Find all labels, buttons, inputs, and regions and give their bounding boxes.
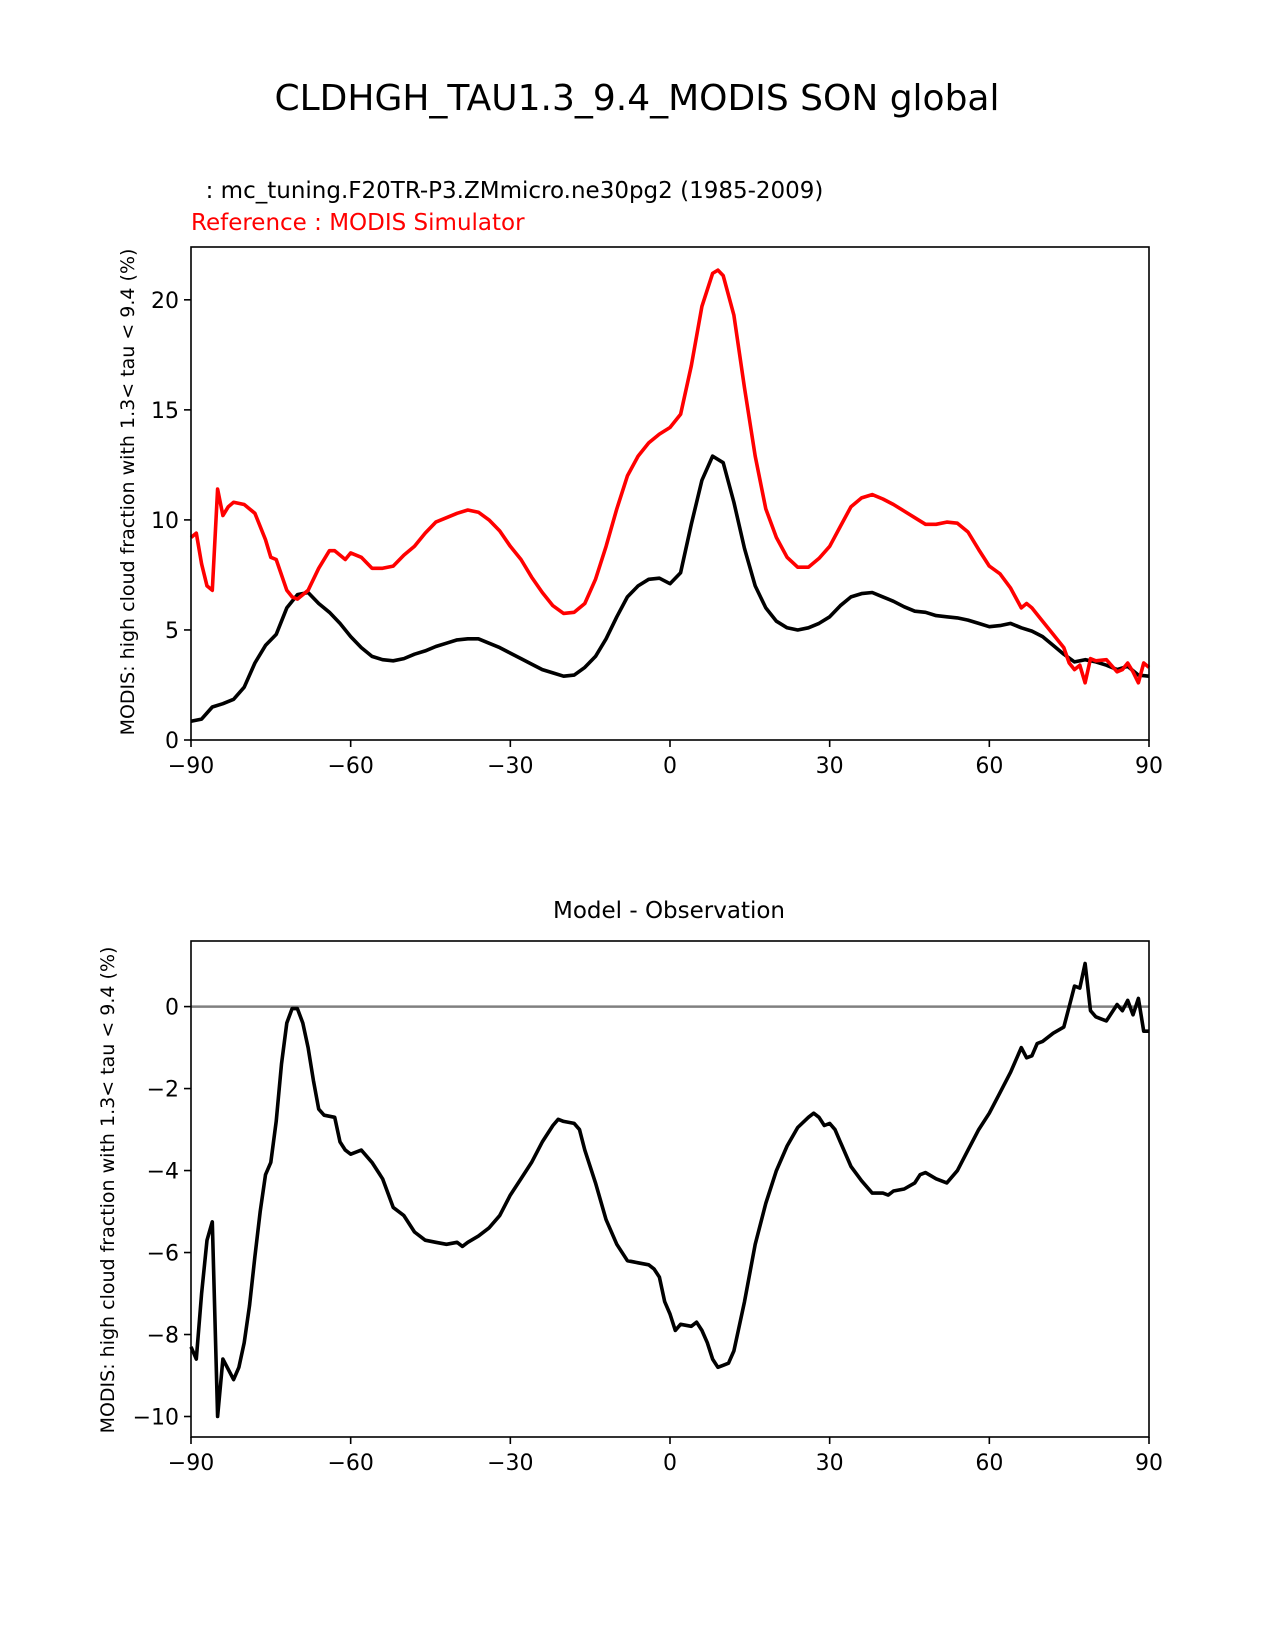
bottom-series-difference — [189, 961, 1149, 1419]
bottom-y-tick-label: −2 — [147, 1078, 179, 1103]
top-y-tick-label: 15 — [151, 399, 179, 424]
top-x-tick-label: −30 — [487, 754, 533, 779]
test-label: : mc_tuning.F20TR-P3.ZMmicro.ne30pg2 (19… — [191, 178, 823, 204]
bottom-y-tick-label: −6 — [147, 1242, 179, 1267]
bottom-x-tick-label: −30 — [487, 1451, 533, 1476]
top-y-tick-label: 20 — [151, 289, 179, 314]
top-series-test — [190, 454, 1150, 724]
figure-title: CLDHGH_TAU1.3_9.4_MODIS SON global — [274, 78, 999, 119]
top-series-reference — [189, 268, 1151, 685]
bottom-y-axis-label: MODIS: high cloud fraction with 1.3< tau… — [97, 947, 119, 1434]
top-y-tick-label: 0 — [165, 729, 179, 754]
top-panel: −90 −60 −30 0 30 60 90 0 5 10 15 20 — [151, 246, 1163, 779]
bottom-x-tick-label: −60 — [327, 1451, 373, 1476]
top-x-tick-label: −60 — [327, 754, 373, 779]
top-x-tick-label: −90 — [168, 754, 214, 779]
bottom-y-tick-label: −4 — [147, 1160, 179, 1185]
bottom-x-tick-label: 90 — [1135, 1451, 1163, 1476]
bottom-panel-title: Model - Observation — [553, 898, 785, 924]
bottom-x-tick-label: 60 — [975, 1451, 1003, 1476]
bottom-y-tick-label: −8 — [147, 1324, 179, 1349]
top-x-tick-label: 0 — [663, 754, 677, 779]
bottom-y-tick-label: −10 — [133, 1406, 179, 1431]
top-y-tick-label: 5 — [165, 619, 179, 644]
top-x-tick-label: 90 — [1135, 754, 1163, 779]
bottom-x-tick-label: 0 — [663, 1451, 677, 1476]
bottom-panel: −90 −60 −30 0 30 60 90 −10 −8 −6 −4 −2 0 — [133, 940, 1163, 1476]
bottom-x-tick-label: 30 — [816, 1451, 844, 1476]
reference-label: Reference : MODIS Simulator — [191, 210, 525, 236]
bottom-y-tick-label: 0 — [165, 996, 179, 1021]
bottom-x-tick-label: −90 — [168, 1451, 214, 1476]
top-x-tick-label: 60 — [975, 754, 1003, 779]
top-y-axis-label: MODIS: high cloud fraction with 1.3< tau… — [117, 249, 139, 736]
top-y-tick-label: 10 — [151, 509, 179, 534]
top-x-tick-label: 30 — [816, 754, 844, 779]
